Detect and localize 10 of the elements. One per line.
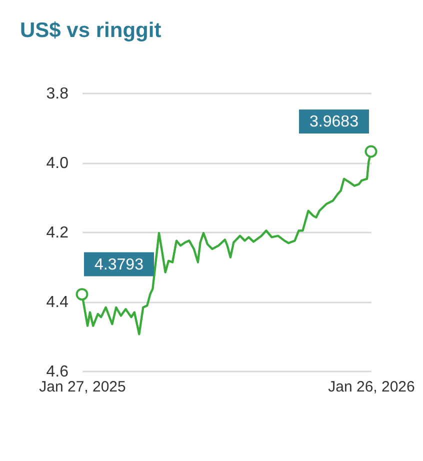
data-label: 3.9683 xyxy=(310,113,359,130)
y-tick-label: 3.8 xyxy=(46,86,69,102)
x-tick-label: Jan 26, 2026 xyxy=(328,378,415,396)
y-tick-label: 4.0 xyxy=(46,155,69,172)
y-tick-label: 4.2 xyxy=(46,224,69,242)
x-tick-label: Jan 27, 2025 xyxy=(39,378,126,396)
data-label: 4.3793 xyxy=(94,256,144,274)
y-tick-label: 4.4 xyxy=(46,294,69,311)
chart-title: US$ vs ringgit xyxy=(20,19,162,42)
y-tick-label: 4.6 xyxy=(46,364,69,380)
